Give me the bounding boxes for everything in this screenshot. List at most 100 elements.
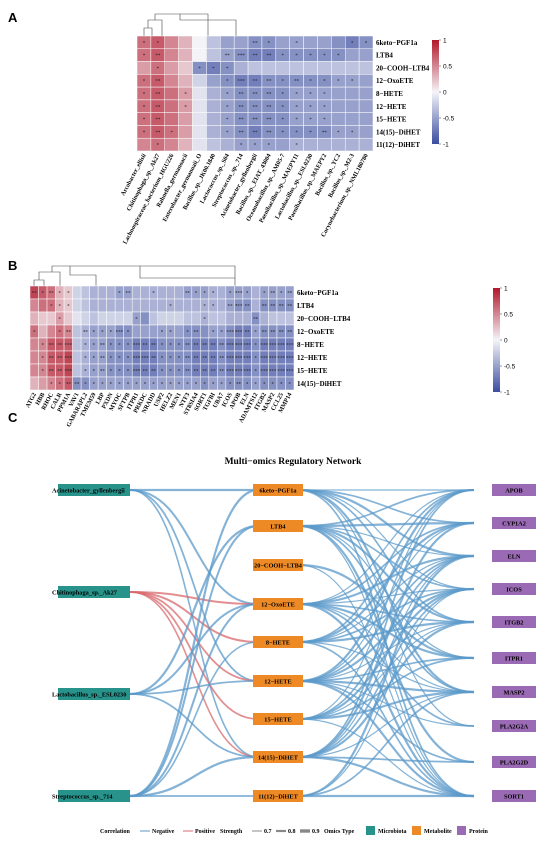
panel-a-letter: A xyxy=(8,10,18,25)
node-label: Streptococcus_sp._714 xyxy=(52,793,113,800)
row-label: 14(15)−DiHET xyxy=(376,128,421,136)
heatmap-cell xyxy=(358,48,374,62)
significance-label: * xyxy=(152,383,155,388)
significance-label: ** xyxy=(155,54,161,59)
network-title: Multi−omics Regulatory Network xyxy=(225,457,363,467)
significance-label: ** xyxy=(253,54,259,59)
significance-label: ** xyxy=(253,118,259,123)
edge-metabolite-protein xyxy=(297,602,475,798)
heatmap-cell xyxy=(206,35,221,50)
heatmap-cell xyxy=(29,298,39,313)
node-box xyxy=(492,720,536,732)
heatmap-cell xyxy=(46,311,56,326)
edge-metabolite-protein xyxy=(297,588,475,605)
edge-metabolite-protein xyxy=(297,489,475,623)
colorbar-tick-label: -1 xyxy=(443,141,449,148)
protein-node: ELN xyxy=(492,550,536,562)
heatmap-cell xyxy=(140,298,150,313)
edge-metabolite-protein xyxy=(297,554,475,606)
heatmap-cell xyxy=(123,298,133,313)
significance-label: * xyxy=(161,370,164,375)
edge-metabolite-protein xyxy=(297,521,475,528)
edge-metabolite-protein xyxy=(297,489,475,605)
heatmap-cell xyxy=(233,35,249,50)
heatmap-cell xyxy=(217,311,227,326)
edge-metabolite-protein xyxy=(297,555,475,643)
significance-label: * xyxy=(161,344,164,349)
heatmap-cell xyxy=(89,311,99,326)
node-box xyxy=(492,652,536,664)
heatmap-cell xyxy=(164,48,179,62)
significance-label: ** xyxy=(155,93,161,98)
heatmap-cell xyxy=(331,61,346,75)
significance-label: * xyxy=(271,383,274,388)
significance-label: * xyxy=(226,80,229,85)
heatmap-cell xyxy=(131,298,141,313)
heatmap-cell xyxy=(234,311,244,326)
significance-label: * xyxy=(203,292,206,297)
node-label: MASP2 xyxy=(504,689,525,696)
node-label: Lactobacillus_sp._ESL0230 xyxy=(52,691,126,698)
edge-microbe-metabolite xyxy=(129,524,259,696)
edge-metabolite-protein xyxy=(297,525,475,797)
significance-label: *** xyxy=(235,292,243,297)
heatmap-cell xyxy=(164,35,179,50)
heatmap-cell xyxy=(29,337,39,352)
heatmap-cell xyxy=(261,61,277,75)
significance-label: * xyxy=(157,144,160,149)
significance-label: *** xyxy=(269,344,277,349)
edge-metabolite-protein xyxy=(297,587,475,683)
metabolite-node: LTB4 xyxy=(253,520,303,532)
significance-label: ** xyxy=(219,357,225,362)
significance-label: * xyxy=(143,93,146,98)
node-label: Acinetobacter_gyllenbergii xyxy=(52,487,125,494)
significance-label: *** xyxy=(286,344,294,349)
edge-metabolite-protein xyxy=(297,488,475,683)
heatmap-cell xyxy=(358,125,374,139)
row-label: 12−HETE xyxy=(297,354,328,362)
significance-label: * xyxy=(152,292,155,297)
significance-label: * xyxy=(178,357,181,362)
protein-node: MASP2 xyxy=(492,686,536,698)
microbiota-node: Lactobacillus_sp._ESL0230 xyxy=(52,688,130,700)
heatmap-cell xyxy=(303,61,318,75)
significance-label: * xyxy=(118,383,121,388)
significance-label: * xyxy=(127,357,130,362)
edge-metabolite-protein xyxy=(297,525,475,659)
node-box xyxy=(492,517,536,529)
significance-label: * xyxy=(169,331,172,336)
protein-node: ICOS xyxy=(492,583,536,595)
heatmap-cell xyxy=(174,311,184,326)
significance-label: ** xyxy=(219,370,225,375)
row-label: 8−HETE xyxy=(376,90,403,98)
significance-label: ** xyxy=(211,370,217,375)
significance-label: ** xyxy=(194,357,200,362)
heatmap-cell xyxy=(208,311,218,326)
heatmap-cell xyxy=(331,35,346,50)
heatmap-cell xyxy=(268,311,278,326)
significance-label: * xyxy=(323,80,326,85)
heatmap-cell xyxy=(131,285,141,300)
heatmap-cell xyxy=(178,61,193,75)
node-box xyxy=(253,713,303,725)
heatmap-cell xyxy=(220,137,235,152)
edge-metabolite-protein xyxy=(297,588,475,643)
significance-label: * xyxy=(59,331,62,336)
node-label: 6keto−PGF1a xyxy=(259,487,297,494)
significance-label: * xyxy=(295,54,298,59)
heatmap-cell xyxy=(164,74,179,88)
heatmap-cell xyxy=(166,285,176,300)
edge-microbe-metabolite xyxy=(129,755,259,798)
heatmap-cell xyxy=(225,311,235,326)
edge-microbe-metabolite xyxy=(129,693,259,758)
heatmap-cell xyxy=(192,99,207,113)
significance-label: *** xyxy=(260,344,268,349)
significance-label: *** xyxy=(65,344,73,349)
node-label: SORT1 xyxy=(504,793,524,800)
edge-metabolite-protein xyxy=(297,489,475,758)
significance-label: ** xyxy=(239,93,245,98)
node-label: 11(12)−DiHET xyxy=(258,793,298,800)
significance-label: ** xyxy=(279,331,285,336)
significance-label: * xyxy=(295,41,298,46)
